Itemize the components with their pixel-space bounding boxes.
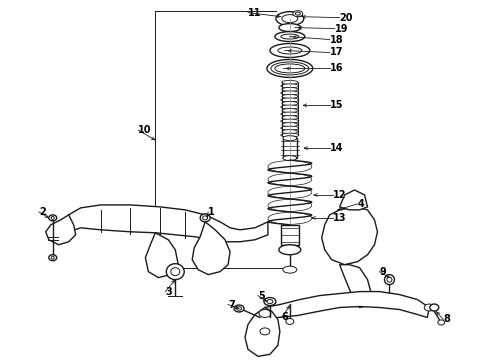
- Ellipse shape: [259, 310, 271, 318]
- Ellipse shape: [281, 112, 299, 116]
- Ellipse shape: [281, 84, 299, 88]
- Text: 6: 6: [282, 312, 289, 323]
- Ellipse shape: [234, 305, 244, 312]
- Ellipse shape: [282, 80, 298, 84]
- Ellipse shape: [281, 98, 299, 102]
- Ellipse shape: [281, 133, 299, 137]
- Text: 15: 15: [330, 100, 343, 110]
- Text: 8: 8: [443, 314, 450, 324]
- Ellipse shape: [51, 216, 54, 219]
- Ellipse shape: [283, 266, 297, 273]
- Ellipse shape: [275, 64, 305, 73]
- Ellipse shape: [267, 300, 273, 303]
- Polygon shape: [245, 307, 280, 356]
- Text: 16: 16: [330, 63, 343, 73]
- Ellipse shape: [281, 126, 299, 130]
- Ellipse shape: [386, 299, 393, 304]
- Polygon shape: [192, 222, 230, 275]
- Text: 18: 18: [330, 35, 343, 45]
- Ellipse shape: [267, 59, 313, 77]
- Ellipse shape: [282, 87, 298, 91]
- Ellipse shape: [424, 304, 434, 311]
- Text: 14: 14: [330, 143, 343, 153]
- Text: 12: 12: [333, 190, 346, 200]
- Text: 11: 11: [248, 8, 262, 18]
- Ellipse shape: [282, 123, 298, 127]
- Text: 19: 19: [335, 24, 348, 33]
- Text: 10: 10: [138, 125, 152, 135]
- Ellipse shape: [281, 119, 299, 123]
- Text: 5: 5: [258, 291, 265, 301]
- Ellipse shape: [282, 116, 298, 120]
- Text: 4: 4: [358, 199, 364, 209]
- Ellipse shape: [49, 255, 57, 261]
- Text: 2: 2: [39, 207, 46, 217]
- Polygon shape: [322, 207, 377, 265]
- Polygon shape: [69, 205, 268, 242]
- Ellipse shape: [264, 298, 276, 306]
- Ellipse shape: [260, 328, 270, 335]
- Ellipse shape: [171, 268, 180, 276]
- Text: 9: 9: [379, 267, 386, 276]
- Ellipse shape: [49, 215, 57, 221]
- Ellipse shape: [237, 307, 242, 310]
- Text: 3: 3: [165, 287, 172, 297]
- Ellipse shape: [270, 44, 310, 58]
- Ellipse shape: [275, 32, 305, 41]
- Ellipse shape: [282, 109, 298, 113]
- Text: 17: 17: [330, 48, 343, 58]
- Polygon shape: [46, 215, 75, 245]
- Text: 20: 20: [340, 13, 353, 23]
- Text: 7: 7: [228, 300, 235, 310]
- Ellipse shape: [293, 11, 303, 17]
- Text: 1: 1: [208, 207, 215, 217]
- Ellipse shape: [281, 105, 299, 109]
- Ellipse shape: [203, 216, 208, 220]
- Ellipse shape: [283, 156, 297, 161]
- Text: 13: 13: [333, 213, 346, 223]
- Ellipse shape: [282, 94, 298, 98]
- Ellipse shape: [282, 15, 298, 23]
- Ellipse shape: [282, 102, 298, 105]
- Ellipse shape: [279, 24, 301, 32]
- Ellipse shape: [430, 304, 439, 311]
- Ellipse shape: [166, 264, 184, 280]
- Ellipse shape: [51, 256, 54, 259]
- Bar: [283, 138, 297, 158]
- Ellipse shape: [286, 319, 294, 324]
- Ellipse shape: [385, 275, 394, 285]
- Polygon shape: [265, 292, 429, 319]
- Polygon shape: [340, 265, 371, 307]
- Ellipse shape: [283, 136, 297, 141]
- Ellipse shape: [438, 320, 445, 325]
- Ellipse shape: [295, 12, 300, 15]
- Polygon shape: [146, 233, 178, 278]
- Ellipse shape: [282, 130, 298, 134]
- Ellipse shape: [281, 91, 299, 95]
- Ellipse shape: [281, 34, 299, 39]
- Ellipse shape: [278, 47, 302, 54]
- Ellipse shape: [279, 245, 301, 255]
- Ellipse shape: [200, 214, 210, 222]
- Bar: [281, 225, 299, 245]
- Ellipse shape: [387, 277, 392, 282]
- Polygon shape: [340, 190, 368, 210]
- Ellipse shape: [276, 12, 304, 26]
